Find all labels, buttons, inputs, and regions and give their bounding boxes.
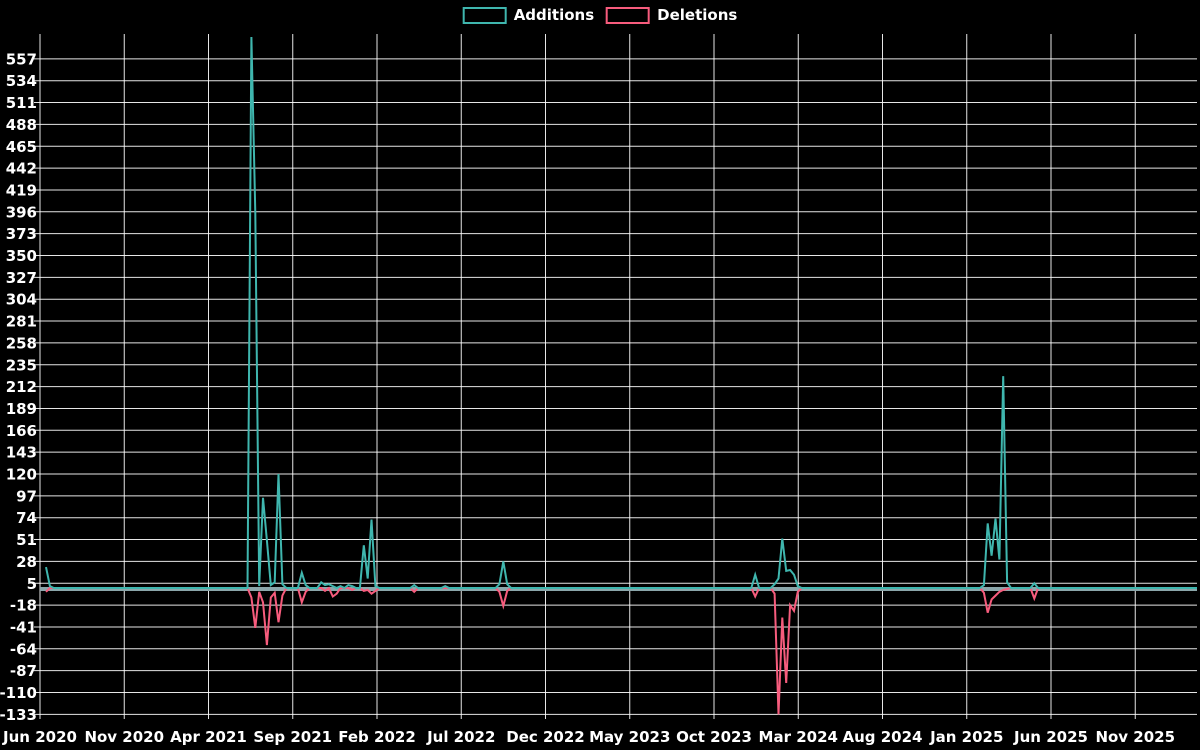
y-tick-label: 166: [6, 422, 37, 440]
x-tick-label: Jun 2020: [2, 728, 77, 746]
y-tick-label: 120: [6, 466, 37, 484]
y-tick-label: 143: [6, 444, 37, 462]
legend-item-additions[interactable]: Additions: [462, 6, 595, 24]
x-tick-label: Mar 2024: [759, 728, 838, 746]
x-axis-tick-labels: Jun 2020 Nov 2020 Apr 2021 Sep 2021 Feb 2022…: [2, 728, 1175, 746]
deletions-swatch-icon: [606, 6, 651, 24]
deletions-line: [45, 586, 1197, 715]
y-tick-label: -41: [10, 618, 37, 636]
y-tick-label: 511: [6, 94, 37, 112]
x-tick-label: Jan 2025: [929, 728, 1003, 746]
y-tick-label: 281: [6, 313, 37, 331]
y-tick-label: 304: [6, 291, 37, 309]
x-tick-label: May 2023: [589, 728, 670, 746]
y-tick-label: 189: [6, 400, 37, 418]
y-tick-label: -18: [10, 597, 37, 615]
x-tick-label: Aug 2024: [843, 728, 923, 746]
x-tick-label: Sep 2021: [253, 728, 332, 746]
additions-line: [45, 36, 1197, 590]
x-tick-label: Jun 2025: [1013, 728, 1088, 746]
y-tick-label: -110: [0, 684, 37, 702]
y-tick-label: 488: [6, 116, 37, 134]
x-tick-label: Jul 2022: [426, 728, 495, 746]
y-tick-label: -87: [10, 662, 37, 680]
y-tick-label: 5: [27, 575, 37, 593]
x-tick-label: Nov 2020: [84, 728, 164, 746]
legend-item-deletions[interactable]: Deletions: [606, 6, 737, 24]
y-tick-label: 51: [16, 531, 37, 549]
y-tick-label: 465: [6, 138, 37, 156]
y-tick-label: 258: [6, 334, 37, 352]
x-tick-label: Nov 2025: [1095, 728, 1175, 746]
x-tick-label: Apr 2021: [170, 728, 247, 746]
x-tick-label: Oct 2023: [676, 728, 752, 746]
y-tick-label: 442: [6, 160, 37, 178]
horizontal-gridlines: [34, 58, 1197, 715]
series-add-path: [45, 36, 1197, 590]
y-tick-label: 396: [6, 203, 37, 221]
y-tick-label: 97: [16, 487, 37, 505]
series-del-path: [45, 586, 1197, 715]
deletions-legend-label: Deletions: [657, 6, 738, 24]
y-tick-label: 235: [6, 356, 37, 374]
y-tick-label: 557: [6, 50, 37, 68]
y-tick-label: -133: [0, 706, 37, 724]
y-tick-label: 534: [6, 72, 37, 90]
additions-legend-label: Additions: [513, 6, 595, 24]
x-tick-label: Dec 2022: [506, 728, 585, 746]
y-tick-label: 74: [16, 509, 37, 527]
chart-legend: Additions Deletions: [462, 6, 737, 24]
y-tick-label: 373: [6, 225, 37, 243]
y-tick-label: 419: [6, 181, 37, 199]
y-tick-label: 327: [6, 269, 37, 287]
vertical-gridlines: [39, 34, 1136, 719]
y-tick-label: 28: [16, 553, 37, 571]
y-axis-tick-labels: 5575345114884654424193963733503273042812…: [0, 50, 37, 724]
y-tick-label: 350: [6, 247, 37, 265]
additions-swatch-icon: [462, 6, 507, 24]
y-tick-label: 212: [6, 378, 37, 396]
x-tick-label: Feb 2022: [338, 728, 416, 746]
y-tick-label: -64: [10, 640, 37, 658]
